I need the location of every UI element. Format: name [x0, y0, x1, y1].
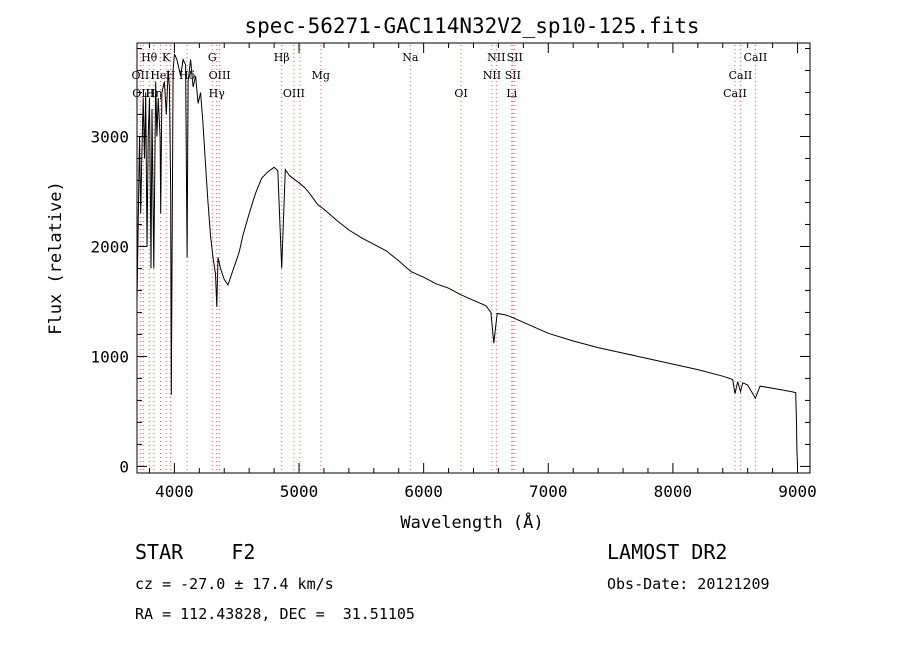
x-tick-label: 6000	[404, 482, 443, 501]
spectrum-line	[136, 53, 798, 467]
line-marker-label: Hγ	[209, 87, 226, 100]
y-tick-label: 3000	[90, 127, 129, 146]
line-marker-label: OI	[454, 87, 467, 100]
spectral-subclass: F2	[231, 540, 256, 564]
plot-frame	[136, 42, 811, 474]
line-marker-label: NII	[483, 69, 501, 82]
line-marker-label: H	[166, 69, 176, 82]
line-marker-label: Li	[506, 87, 517, 100]
y-axis-label: Flux (relative)	[46, 181, 66, 335]
object-type: STAR	[135, 540, 184, 564]
y-tick-label: 1000	[90, 347, 129, 366]
survey-name: LAMOST DR2	[607, 540, 728, 564]
line-marker-label: Mg	[312, 69, 330, 82]
line-marker-label: Na	[402, 51, 419, 64]
line-marker-label: CaII	[744, 51, 768, 64]
line-marker-label: OIII	[283, 87, 305, 100]
line-marker-label: K	[162, 51, 171, 64]
line-marker-label: OIII	[209, 69, 231, 82]
chart-title: spec-56271-GAC114N32V2_sp10-125.fits	[244, 14, 699, 38]
x-axis-label: Wavelength (Å)	[400, 511, 543, 533]
x-tick-label: 9000	[778, 482, 817, 501]
line-marker-label: SII	[505, 69, 521, 82]
line-marker-label: Hβ	[274, 51, 290, 64]
line-marker-label: OII	[132, 69, 150, 82]
x-tick-label: 4000	[155, 482, 194, 501]
x-tick-label: 5000	[280, 482, 319, 501]
observation-date: Obs-Date: 20121209	[607, 575, 770, 593]
y-tick-label: 2000	[90, 237, 129, 256]
line-marker-label: SII	[507, 51, 523, 64]
coordinates: RA = 112.43828, DEC = 31.51105	[135, 605, 415, 623]
x-tick-label: 7000	[529, 482, 568, 501]
x-tick-label: 8000	[654, 482, 693, 501]
line-marker-label: CaII	[723, 87, 747, 100]
line-marker-label: NII	[487, 51, 505, 64]
line-marker-label: G	[208, 51, 217, 64]
object-class: STAR F2	[135, 540, 255, 564]
axis-ticks: 4000 5000 6000 7000 8000 9000 0 1000 2000 3000	[90, 43, 817, 501]
line-marker-label: Hθ	[141, 51, 158, 64]
y-tick-label: 0	[119, 457, 129, 476]
line-marker-label: OIII	[132, 87, 154, 100]
line-marker-label: Hη	[146, 87, 162, 100]
line-marker-label: HeI	[150, 69, 170, 82]
line-marker-label: CaII	[729, 69, 753, 82]
redshift-velocity: cz = -27.0 ± 17.4 km/s	[135, 575, 334, 593]
